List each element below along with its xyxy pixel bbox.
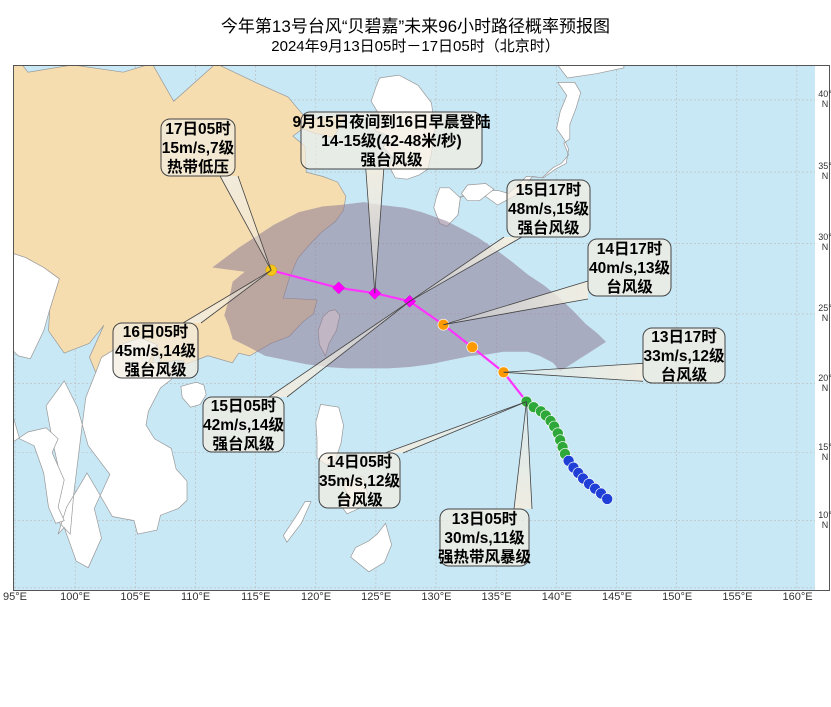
svg-text:15日17时: 15日17时 [516, 181, 582, 199]
svg-text:35m/s,12级: 35m/s,12级 [319, 471, 400, 490]
svg-text:14日17时: 14日17时 [597, 240, 663, 258]
svg-text:45m/s,14级: 45m/s,14级 [115, 341, 196, 360]
svg-text:16日05时: 16日05时 [123, 323, 189, 341]
svg-text:强台风级: 强台风级 [517, 218, 580, 237]
svg-text:台风级: 台风级 [336, 490, 383, 509]
svg-text:33m/s,12级: 33m/s,12级 [644, 346, 725, 365]
svg-text:48m/s,15级: 48m/s,15级 [508, 199, 589, 218]
svg-text:13日17时: 13日17时 [651, 328, 717, 346]
svg-text:强台风级: 强台风级 [360, 150, 423, 169]
svg-text:台风级: 台风级 [606, 277, 653, 296]
svg-text:17日05时: 17日05时 [165, 120, 231, 138]
svg-text:42m/s,14级: 42m/s,14级 [203, 415, 284, 434]
svg-text:15日05时: 15日05时 [211, 397, 277, 415]
svg-text:14-15级(42-48米/秒): 14-15级(42-48米/秒) [321, 131, 461, 150]
svg-text:30m/s,11级: 30m/s,11级 [444, 528, 525, 547]
svg-text:9月15日夜间到16日早晨登陆: 9月15日夜间到16日早晨登陆 [292, 112, 491, 131]
svg-text:台风级: 台风级 [661, 365, 708, 384]
svg-text:强台风级: 强台风级 [212, 434, 275, 453]
svg-text:热带低压: 热带低压 [167, 158, 229, 176]
svg-text:13日05时: 13日05时 [452, 510, 518, 528]
svg-text:强台风级: 强台风级 [124, 360, 187, 379]
svg-text:15m/s,7级: 15m/s,7级 [162, 138, 235, 157]
svg-text:40m/s,13级: 40m/s,13级 [589, 258, 670, 277]
svg-text:14日05时: 14日05时 [327, 453, 393, 471]
svg-text:强热带风暴级: 强热带风暴级 [438, 547, 532, 566]
